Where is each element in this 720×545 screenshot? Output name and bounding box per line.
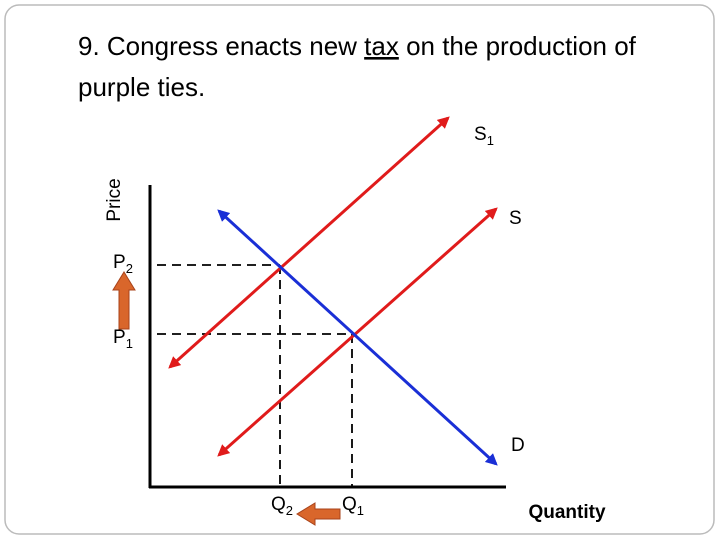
title-line-2: purple ties. (78, 72, 205, 102)
p1-label: P1 (113, 327, 133, 351)
supply-new-line (168, 116, 450, 369)
guides (157, 264, 353, 487)
p2-label: P2 (113, 252, 133, 276)
q1-label: Q1 (342, 494, 364, 518)
x-axis-label: Quantity (528, 502, 605, 523)
supply-line (217, 207, 498, 457)
y-axis-label: Price (104, 178, 125, 221)
demand-label: D (511, 435, 525, 456)
demand-line (217, 209, 498, 466)
price-up-arrow (112, 271, 136, 330)
title-line-1: 9. Congress enacts new tax on the produc… (78, 31, 637, 61)
quantity-left-arrow (296, 502, 341, 526)
supply-label: S (509, 208, 522, 229)
q2-label: Q2 (271, 494, 293, 518)
supply-new-label: S1 (474, 124, 494, 148)
slide-border (4, 4, 715, 535)
